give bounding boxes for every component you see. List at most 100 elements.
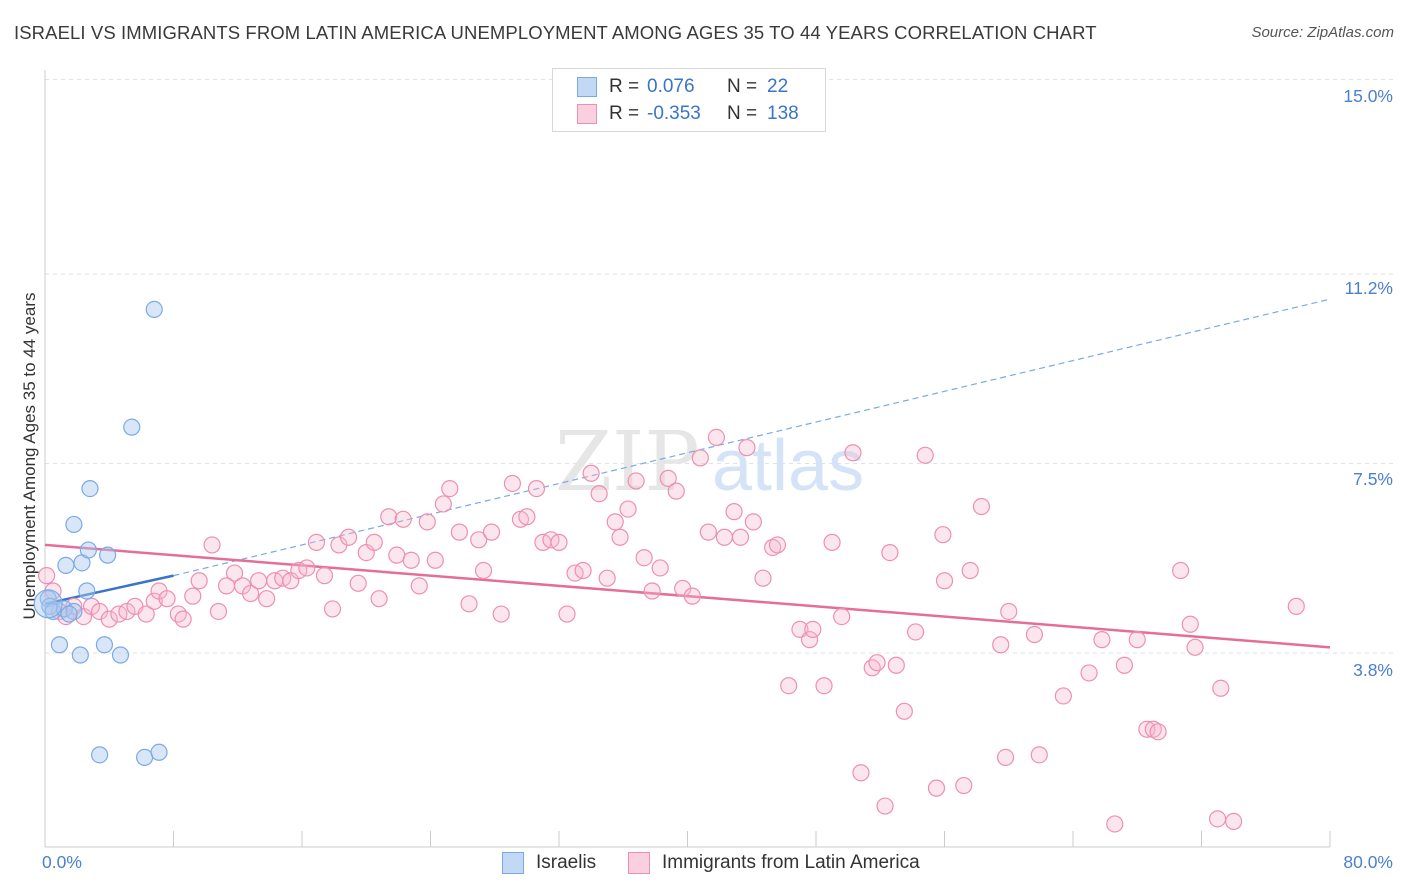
israeli-point — [41, 597, 59, 615]
latin-america-point — [184, 587, 202, 605]
israeli-trend-extension — [173, 298, 1331, 577]
x-tick-label: 0.0% — [42, 852, 82, 872]
latin-america-point — [394, 510, 412, 528]
latin-america-point — [450, 523, 469, 541]
legend-row-israelis: R = 0.076 N = 22 — [577, 75, 788, 99]
latin-america-trend-line — [44, 543, 1331, 649]
israeli-point — [99, 546, 117, 564]
latin-america-point — [863, 659, 881, 677]
latin-america-point — [768, 536, 787, 554]
israeli-point — [65, 602, 83, 621]
bottom-legend-israelis: Israelis — [502, 852, 596, 874]
latin-america-point — [906, 623, 925, 641]
latin-america-point — [927, 779, 946, 797]
latin-america-point — [961, 561, 979, 580]
latin-america-point — [707, 428, 726, 446]
latin-america-point — [315, 567, 334, 585]
latin-america-point — [518, 508, 536, 526]
latin-america-point — [137, 605, 155, 623]
latin-america-point — [38, 567, 56, 585]
latin-america-point — [764, 538, 782, 557]
latin-america-point — [683, 587, 701, 605]
latin-america-point — [158, 590, 176, 608]
legend-n-value: 138 — [767, 103, 799, 124]
latin-america-point — [527, 480, 546, 498]
latin-america-point — [881, 543, 899, 562]
latin-america-point — [619, 500, 637, 518]
latin-america-point — [731, 528, 750, 546]
latin-america-point — [402, 551, 420, 569]
latin-america-point — [470, 531, 488, 549]
israeli-point — [57, 556, 75, 575]
latin-america-point — [1181, 615, 1199, 633]
latin-america-point — [667, 482, 685, 500]
israeli-point — [150, 743, 168, 761]
latin-america-point — [307, 533, 326, 551]
latin-america-point — [426, 551, 444, 569]
latin-america-point — [380, 508, 398, 526]
latin-america-point — [339, 528, 358, 546]
legend-n-label: N = — [727, 103, 758, 124]
latin-america-point — [833, 607, 851, 626]
legend-n-label: N = — [727, 76, 758, 97]
legend-swatch-israelis — [502, 852, 524, 874]
y-tick-label: 7.5% — [1353, 469, 1393, 489]
source-label: Source: ZipAtlas.com — [1251, 24, 1394, 41]
latin-america-point — [1144, 720, 1162, 738]
latin-america-point — [935, 572, 954, 590]
latin-america-point — [800, 631, 819, 649]
latin-america-point — [482, 523, 501, 541]
israeli-point — [81, 480, 99, 498]
y-tick-label: 15.0% — [1343, 86, 1393, 106]
watermark-zip: ZIP — [555, 415, 700, 510]
latin-america-point — [242, 584, 260, 603]
israeli-point — [78, 582, 96, 600]
axes — [44, 70, 1331, 848]
legend-r-label: R = — [609, 76, 640, 97]
israeli-point — [145, 300, 163, 318]
latin-america-point — [460, 595, 478, 613]
latin-america-point — [868, 654, 886, 672]
latin-america-point — [887, 656, 905, 674]
data-points — [33, 300, 1305, 833]
latin-america-point — [815, 677, 833, 695]
latin-america-point — [1186, 638, 1204, 656]
latin-america-point — [1093, 631, 1111, 649]
latin-america-point — [1208, 810, 1227, 828]
israeli-point — [95, 636, 114, 654]
latin-america-point — [492, 605, 510, 623]
latin-america-point — [844, 444, 862, 462]
legend-swatch-latin-america — [628, 852, 650, 874]
latin-america-point — [1149, 723, 1167, 741]
latin-america-point — [643, 582, 661, 600]
trend-lines — [44, 298, 1331, 649]
legend-n-value: 22 — [767, 76, 789, 97]
latin-america-point — [996, 748, 1015, 767]
latin-america-point — [1128, 631, 1146, 649]
latin-america-point — [209, 602, 228, 621]
latin-america-point — [691, 449, 709, 467]
latin-america-point — [145, 592, 163, 610]
latin-america-point — [1172, 561, 1190, 580]
latin-america-point — [715, 528, 734, 546]
legend-label-latin-america: Immigrants from Latin America — [662, 852, 920, 873]
latin-america-point — [934, 526, 952, 544]
latin-america-point — [651, 559, 669, 577]
y-tick-label: 3.8% — [1353, 660, 1393, 680]
legend-row-latin-america: R = -0.353 N = 138 — [577, 102, 799, 126]
latin-america-point — [1000, 602, 1018, 621]
legend-swatch-latin-america — [577, 104, 597, 124]
latin-america-point — [258, 590, 276, 608]
latin-america-point — [804, 620, 822, 639]
israeli-point — [55, 600, 73, 618]
latin-america-point — [225, 564, 244, 582]
latin-america-point — [955, 776, 973, 795]
latin-america-point — [174, 610, 192, 628]
latin-america-point — [754, 569, 772, 587]
latin-america-point — [574, 561, 592, 580]
chart-title: ISRAELI VS IMMIGRANTS FROM LATIN AMERICA… — [14, 22, 1097, 43]
legend-r-label: R = — [609, 103, 640, 124]
israeli-point — [111, 646, 130, 664]
legend-r-value: 0.076 — [647, 76, 695, 97]
latin-america-point — [1054, 687, 1072, 705]
